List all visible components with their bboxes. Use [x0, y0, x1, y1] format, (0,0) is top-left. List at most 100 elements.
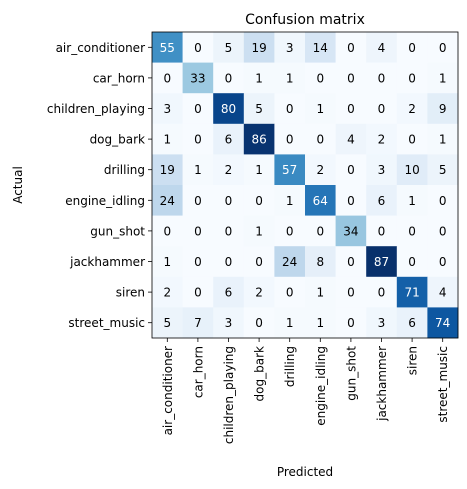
y-tick-label: car_horn	[93, 71, 145, 85]
cell-value-label: 10	[404, 163, 419, 177]
cell-value-label: 1	[316, 316, 324, 330]
heatmap-cell	[305, 276, 336, 308]
cell-value-label: 0	[347, 163, 355, 177]
x-tick-label: drilling	[283, 346, 297, 387]
heatmap-cell	[152, 307, 183, 339]
cell-value-label: 0	[255, 316, 263, 330]
x-tick-label: street_music	[436, 346, 450, 423]
x-axis-ticks: air_conditioner car_horn children_playing d…	[161, 338, 450, 444]
cell-value-label: 0	[378, 102, 386, 116]
cell-value-label: 19	[160, 163, 175, 177]
heatmap-cell	[427, 123, 459, 155]
chart-title: Confusion matrix	[245, 12, 365, 28]
cell-value-label: 1	[163, 133, 171, 147]
y-tick-label: jackhammer	[69, 255, 145, 269]
cell-value-label: 0	[316, 224, 324, 238]
heatmap-cell	[152, 123, 183, 155]
cell-value-label: 1	[255, 71, 263, 85]
cell-value-label: 5	[225, 41, 233, 55]
cell-value-label: 0	[347, 71, 355, 85]
cell-value-label: 86	[251, 133, 266, 147]
cell-value-label: 6	[225, 286, 233, 300]
heatmap-cell	[213, 185, 245, 216]
heatmap-cell	[427, 246, 459, 278]
cell-value-label: 0	[439, 194, 447, 208]
heatmap-cell	[182, 123, 214, 155]
cell-value-label: 24	[160, 194, 175, 208]
cell-value-label: 74	[435, 316, 450, 330]
cell-value-label: 0	[225, 71, 233, 85]
cell-value-label: 3	[286, 41, 294, 55]
plot-frame	[151, 31, 459, 339]
cell-value-label: 6	[225, 133, 233, 147]
x-tick-label: gun_shot	[344, 346, 358, 401]
heatmap-cell	[305, 62, 336, 94]
cell-value-label: 0	[316, 133, 324, 147]
heatmap-cell	[152, 276, 183, 308]
cell-value-label: 0	[439, 255, 447, 269]
heatmap-cell	[243, 123, 275, 155]
cell-value-label: 4	[378, 41, 386, 55]
cell-value-label: 1	[286, 316, 294, 330]
cell-value-label: 0	[194, 194, 202, 208]
heatmap-cell	[366, 276, 398, 308]
heatmap-cell	[182, 93, 214, 125]
cell-value-label: 6	[408, 316, 416, 330]
heatmap-cell	[182, 185, 214, 216]
heatmap-cell	[274, 246, 306, 278]
heatmap-cell	[366, 307, 398, 339]
heatmap-cell	[335, 246, 367, 278]
cell-value-label: 1	[255, 163, 263, 177]
cell-value-label: 1	[286, 71, 294, 85]
cell-value-label: 57	[282, 163, 297, 177]
y-tick-label: air_conditioner	[56, 41, 145, 55]
cell-value-label: 0	[378, 71, 386, 85]
heatmap-cell	[396, 246, 428, 278]
cell-value-label: 1	[316, 286, 324, 300]
heatmap-cell	[152, 154, 183, 186]
heatmap-cell	[182, 32, 214, 63]
cell-value-label: 0	[347, 41, 355, 55]
heatmap-cell	[396, 215, 428, 247]
heatmap-cell	[213, 154, 245, 186]
cell-value-label: 0	[439, 41, 447, 55]
cell-value-label: 1	[439, 71, 447, 85]
cell-value-label: 71	[404, 286, 419, 300]
cell-value-label: 0	[255, 255, 263, 269]
cell-value-label: 19	[251, 41, 266, 55]
heatmap-cell	[335, 276, 367, 308]
cell-value-label: 0	[286, 286, 294, 300]
heatmap-cell	[366, 185, 398, 216]
cell-value-label: 0	[194, 224, 202, 238]
cell-value-label: 0	[225, 224, 233, 238]
cell-value-label: 0	[347, 102, 355, 116]
heatmap-cell	[182, 62, 214, 94]
y-tick-label: children_playing	[47, 102, 145, 116]
cell-value-label: 0	[347, 194, 355, 208]
cell-value-label: 2	[163, 286, 171, 300]
cell-value-label: 2	[408, 102, 416, 116]
cell-value-label: 2	[378, 133, 386, 147]
cell-value-label: 0	[347, 286, 355, 300]
heatmap-cell	[335, 62, 367, 94]
heatmap-cell	[213, 276, 245, 308]
heatmap-cell	[274, 185, 306, 216]
heatmap-cell	[427, 276, 459, 308]
heatmap-cell	[335, 93, 367, 125]
heatmap-cell	[274, 62, 306, 94]
heatmap-cell-labels: 55 0 5 19 3 14 0 4 0 00 33 0 1 1 0 0 0 0 13 0 80 5 0 1 0 0 2 91 0 6 86…	[160, 41, 451, 330]
heatmap-cell	[305, 154, 336, 186]
cell-value-label: 64	[313, 194, 328, 208]
cell-value-label: 2	[255, 286, 263, 300]
y-axis-label: Actual	[11, 166, 25, 204]
heatmap-cell	[152, 185, 183, 216]
heatmap-cell	[366, 154, 398, 186]
cell-value-label: 1	[194, 163, 202, 177]
heatmap-cell	[427, 307, 459, 339]
heatmap-cell	[305, 185, 336, 216]
cell-value-label: 0	[286, 102, 294, 116]
heatmap-cell	[243, 215, 275, 247]
heatmap-cell	[152, 32, 183, 63]
heatmap-cell	[396, 62, 428, 94]
cell-value-label: 3	[378, 316, 386, 330]
